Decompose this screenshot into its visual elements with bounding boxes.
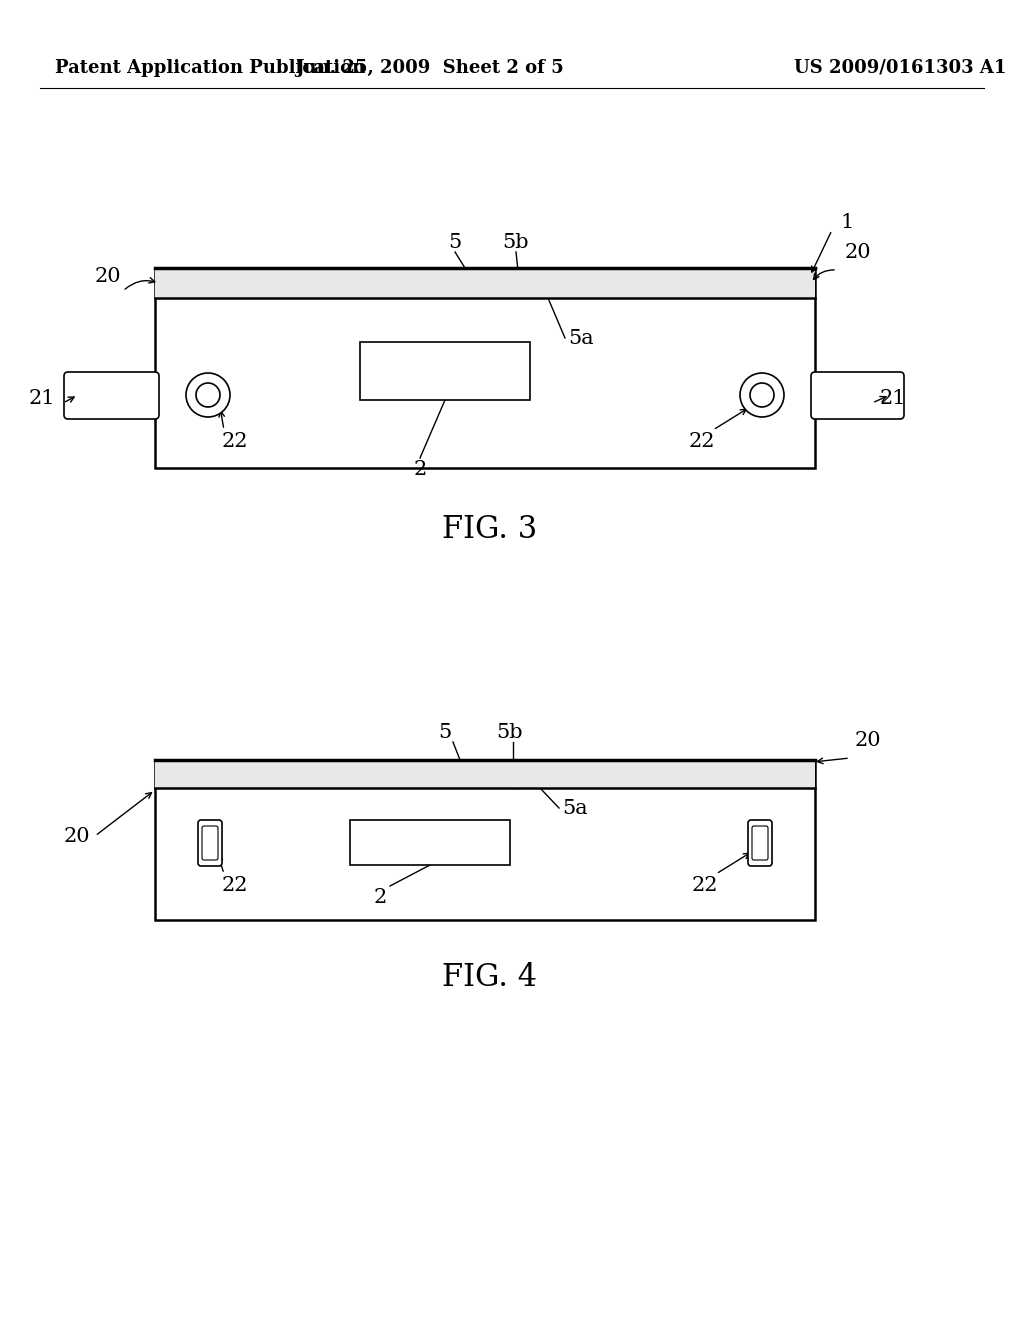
FancyBboxPatch shape	[752, 826, 768, 861]
Text: FIG. 4: FIG. 4	[442, 962, 538, 994]
Text: FIG. 3: FIG. 3	[442, 515, 538, 545]
FancyBboxPatch shape	[63, 372, 159, 418]
Bar	[155, 268, 815, 298]
Text: 22: 22	[222, 876, 249, 895]
FancyBboxPatch shape	[198, 820, 222, 866]
Text: 2: 2	[414, 459, 427, 479]
FancyBboxPatch shape	[748, 820, 772, 866]
Text: 5b: 5b	[503, 232, 529, 252]
Text: 21: 21	[29, 388, 55, 408]
Text: 22: 22	[691, 876, 718, 895]
Text: 20: 20	[845, 243, 871, 261]
Text: Jun. 25, 2009  Sheet 2 of 5: Jun. 25, 2009 Sheet 2 of 5	[296, 59, 564, 77]
Text: 22: 22	[222, 432, 249, 451]
Text: 5: 5	[449, 232, 462, 252]
Circle shape	[750, 383, 774, 407]
FancyBboxPatch shape	[811, 372, 904, 418]
Bar	[155, 268, 815, 469]
Text: 22: 22	[688, 432, 715, 451]
Bar	[350, 820, 510, 865]
Text: 20: 20	[63, 826, 90, 846]
Bar	[155, 760, 815, 920]
Text: 2: 2	[374, 888, 387, 907]
Bar	[360, 342, 530, 400]
Text: US 2009/0161303 A1: US 2009/0161303 A1	[794, 59, 1007, 77]
FancyBboxPatch shape	[202, 826, 218, 861]
Text: 5a: 5a	[562, 799, 588, 817]
Circle shape	[186, 374, 230, 417]
Text: 21: 21	[880, 388, 906, 408]
Circle shape	[740, 374, 784, 417]
Text: 1: 1	[840, 213, 853, 231]
Text: 20: 20	[855, 730, 882, 750]
Text: 5a: 5a	[568, 329, 594, 347]
Text: 20: 20	[95, 267, 122, 285]
Text: 5b: 5b	[497, 722, 523, 742]
Circle shape	[196, 383, 220, 407]
Bar	[155, 760, 815, 788]
Text: Patent Application Publication: Patent Application Publication	[55, 59, 366, 77]
Text: 5: 5	[438, 722, 452, 742]
